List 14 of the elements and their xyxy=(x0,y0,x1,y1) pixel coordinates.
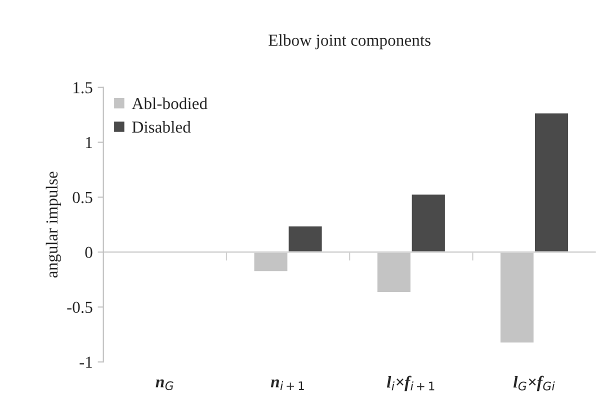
legend-label: Disabled xyxy=(132,121,191,133)
y-tick-label: -1 xyxy=(80,356,92,368)
y-tick-label: 1 xyxy=(86,137,92,148)
x-tick-label: n$_{i+1}$ xyxy=(270,379,304,390)
x-tick-label: n$_{G}$ xyxy=(156,379,174,390)
y-tick-label: 1.5 xyxy=(74,82,92,94)
y-tick-label: -0.5 xyxy=(67,302,92,314)
y-tick-label: 0 xyxy=(85,246,92,258)
x-tick-label: l$_{G}$×f$_{Gi}$ xyxy=(513,376,555,392)
y-axis-title: angular impulse xyxy=(46,172,62,278)
x-tick-label: l$_{i}$×f$_{i+1}$ xyxy=(386,376,434,392)
legend-label: Abl-bodied xyxy=(132,97,208,110)
y-tick-label: 0.5 xyxy=(72,192,92,204)
chart-title: Elbow joint components xyxy=(268,34,430,50)
